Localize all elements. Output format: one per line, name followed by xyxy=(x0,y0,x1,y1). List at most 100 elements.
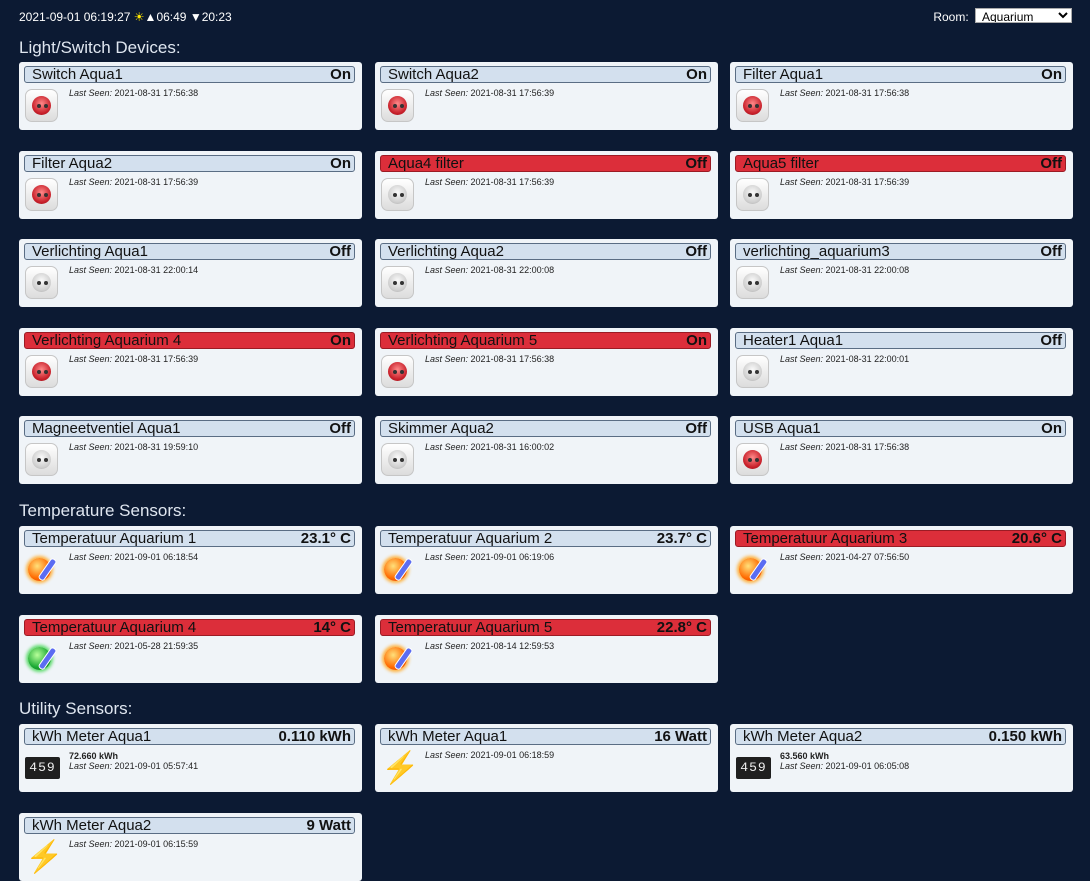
device-icon-button[interactable]: ⚡ xyxy=(381,751,420,784)
device-icon-button[interactable] xyxy=(25,553,58,586)
device-icon-button[interactable] xyxy=(25,178,58,211)
device-card[interactable]: Switch Aqua1 On Last Seen: 2021-08-31 17:5… xyxy=(19,62,362,130)
device-card[interactable]: Temperatuur Aquarium 2 23.7° C Last Seen: … xyxy=(375,526,718,594)
device-icon-button[interactable] xyxy=(381,355,414,388)
device-name: Heater1 Aqua1 xyxy=(743,332,844,349)
device-card[interactable]: Filter Aqua2 On Last Seen: 2021-08-31 17:5… xyxy=(19,151,362,219)
socket-face xyxy=(388,185,407,204)
device-icon-button[interactable] xyxy=(381,89,414,122)
device-icon-button[interactable] xyxy=(381,266,414,299)
device-icon-button[interactable] xyxy=(381,443,414,476)
device-card[interactable]: verlichting_aquarium3 Off Last Seen: 2021-… xyxy=(730,239,1073,307)
last-seen-label: Last Seen: xyxy=(69,88,113,98)
device-card[interactable]: Temperatuur Aquarium 5 22.8° C Last Seen: … xyxy=(375,615,718,683)
device-icon-button[interactable]: 459 xyxy=(25,751,60,784)
device-card[interactable]: Switch Aqua2 On Last Seen: 2021-08-31 17:5… xyxy=(375,62,718,130)
device-header-bar[interactable]: Verlichting Aquarium 5 On xyxy=(380,332,711,349)
device-header-bar[interactable]: kWh Meter Aqua1 0.110 kWh xyxy=(24,728,355,745)
device-header-bar[interactable]: Switch Aqua2 On xyxy=(380,66,711,83)
device-header-bar[interactable]: Skimmer Aqua2 Off xyxy=(380,420,711,437)
device-card[interactable]: kWh Meter Aqua2 0.150 kWh 459 63.560 kWh Las… xyxy=(730,724,1073,792)
socket-face xyxy=(743,185,762,204)
room-select[interactable]: Aquarium xyxy=(975,8,1072,23)
device-icon-button[interactable] xyxy=(736,355,769,388)
thermometer-icon xyxy=(736,553,769,586)
device-header-bar[interactable]: Temperatuur Aquarium 1 23.1° C xyxy=(24,530,355,547)
device-icon-button[interactable] xyxy=(736,443,769,476)
socket-pin xyxy=(393,193,397,197)
device-card[interactable]: Aqua5 filter Off Last Seen: 2021-08-31 17:… xyxy=(730,151,1073,219)
last-seen-time: 2021-05-28 21:59:35 xyxy=(114,641,199,651)
device-status: Off xyxy=(329,420,351,437)
device-status: 0.150 kWh xyxy=(988,728,1062,745)
device-name: Verlichting Aquarium 4 xyxy=(32,332,182,349)
device-icon-button[interactable]: ⚡ xyxy=(25,840,64,873)
device-name: Magneetventiel Aqua1 xyxy=(32,420,181,437)
device-header-bar[interactable]: Verlichting Aqua1 Off xyxy=(24,243,355,260)
device-icon-button[interactable] xyxy=(381,642,414,675)
device-header-bar[interactable]: kWh Meter Aqua2 0.150 kWh xyxy=(735,728,1066,745)
device-icon-button[interactable] xyxy=(25,443,58,476)
device-header-bar[interactable]: Temperatuur Aquarium 3 20.6° C xyxy=(735,530,1066,547)
device-card[interactable]: Verlichting Aqua2 Off Last Seen: 2021-08-3… xyxy=(375,239,718,307)
device-header-bar[interactable]: USB Aqua1 On xyxy=(735,420,1066,437)
device-card[interactable]: Temperatuur Aquarium 4 14° C Last Seen: 20… xyxy=(19,615,362,683)
device-icon-button[interactable] xyxy=(25,266,58,299)
device-status: Off xyxy=(1040,155,1062,172)
last-seen-label: Last Seen: xyxy=(425,442,469,452)
device-icon-button[interactable] xyxy=(736,178,769,211)
last-seen: Last Seen: 2021-08-31 22:00:14 xyxy=(69,265,198,275)
device-header-bar[interactable]: verlichting_aquarium3 Off xyxy=(735,243,1066,260)
power-socket-off-icon xyxy=(736,266,769,299)
last-seen: Last Seen: 2021-04-27 07:56:50 xyxy=(780,552,909,562)
device-header-bar[interactable]: Aqua5 filter Off xyxy=(735,155,1066,172)
device-name: kWh Meter Aqua2 xyxy=(32,817,152,834)
device-card[interactable]: Magneetventiel Aqua1 Off Last Seen: 2021-0… xyxy=(19,416,362,484)
socket-face xyxy=(32,96,51,115)
device-card[interactable]: kWh Meter Aqua1 0.110 kWh 459 72.660 kWh Las… xyxy=(19,724,362,792)
device-name: Filter Aqua1 xyxy=(743,66,824,83)
device-header-bar[interactable]: Heater1 Aqua1 Off xyxy=(735,332,1066,349)
device-header-bar[interactable]: Verlichting Aquarium 4 On xyxy=(24,332,355,349)
last-seen: Last Seen: 2021-08-31 17:56:39 xyxy=(780,177,909,187)
device-icon-button[interactable] xyxy=(25,642,58,675)
device-card[interactable]: Skimmer Aqua2 Off Last Seen: 2021-08-31 16… xyxy=(375,416,718,484)
device-card[interactable]: kWh Meter Aqua1 16 Watt ⚡ Last Seen: 2021-0… xyxy=(375,724,718,792)
device-header-bar[interactable]: Verlichting Aqua2 Off xyxy=(380,243,711,260)
device-header-bar[interactable]: Filter Aqua1 On xyxy=(735,66,1066,83)
device-name: Filter Aqua2 xyxy=(32,155,113,172)
device-icon-button[interactable]: 459 xyxy=(736,751,771,784)
last-seen: Last Seen: 2021-08-31 17:56:38 xyxy=(780,88,909,98)
device-card[interactable]: Verlichting Aquarium 5 On Last Seen: 2021-… xyxy=(375,328,718,396)
device-card[interactable]: Heater1 Aqua1 Off Last Seen: 2021-08-31 22… xyxy=(730,328,1073,396)
last-seen-label: Last Seen: xyxy=(425,354,469,364)
device-card[interactable]: Filter Aqua1 On Last Seen: 2021-08-31 17:5… xyxy=(730,62,1073,130)
device-card[interactable]: Temperatuur Aquarium 1 23.1° C Last Seen: … xyxy=(19,526,362,594)
device-card[interactable]: kWh Meter Aqua2 9 Watt ⚡ Last Seen: 2021-09… xyxy=(19,813,362,881)
device-header-bar[interactable]: kWh Meter Aqua1 16 Watt xyxy=(380,728,711,745)
device-header-bar[interactable]: Filter Aqua2 On xyxy=(24,155,355,172)
device-icon-button[interactable] xyxy=(736,266,769,299)
device-header-bar[interactable]: Temperatuur Aquarium 4 14° C xyxy=(24,619,355,636)
device-icon-button[interactable] xyxy=(25,89,58,122)
device-header-bar[interactable]: Switch Aqua1 On xyxy=(24,66,355,83)
device-header-bar[interactable]: Magneetventiel Aqua1 Off xyxy=(24,420,355,437)
device-card[interactable]: Aqua4 filter Off Last Seen: 2021-08-31 17:… xyxy=(375,151,718,219)
last-seen-label: Last Seen: xyxy=(780,177,824,187)
device-header-bar[interactable]: kWh Meter Aqua2 9 Watt xyxy=(24,817,355,834)
last-seen: Last Seen: 2021-09-01 06:05:08 xyxy=(780,761,909,771)
device-icon-button[interactable] xyxy=(381,553,414,586)
device-icon-button[interactable] xyxy=(381,178,414,211)
device-card[interactable]: Temperatuur Aquarium 3 20.6° C Last Seen: … xyxy=(730,526,1073,594)
device-card[interactable]: Verlichting Aqua1 Off Last Seen: 2021-08-3… xyxy=(19,239,362,307)
device-header-bar[interactable]: Aqua4 filter Off xyxy=(380,155,711,172)
device-card[interactable]: USB Aqua1 On Last Seen: 2021-08-31 17:56:3… xyxy=(730,416,1073,484)
device-header-bar[interactable]: Temperatuur Aquarium 5 22.8° C xyxy=(380,619,711,636)
device-card[interactable]: Verlichting Aquarium 4 On Last Seen: 2021-… xyxy=(19,328,362,396)
device-icon-button[interactable] xyxy=(25,355,58,388)
energy-counter-icon: 459 xyxy=(25,757,60,779)
device-icon-button[interactable] xyxy=(736,553,769,586)
device-icon-button[interactable] xyxy=(736,89,769,122)
last-seen-time: 2021-08-14 12:59:53 xyxy=(470,641,555,651)
device-header-bar[interactable]: Temperatuur Aquarium 2 23.7° C xyxy=(380,530,711,547)
